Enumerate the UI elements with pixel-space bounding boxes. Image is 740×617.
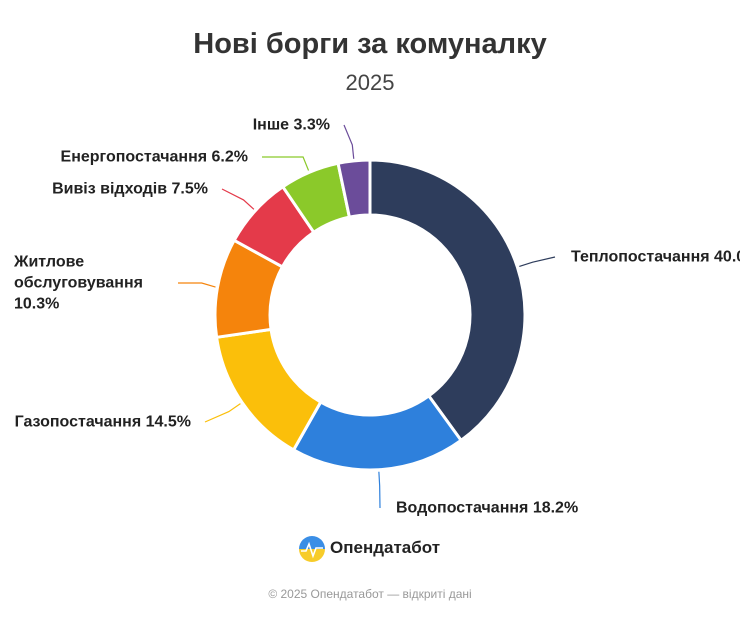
brand-name: Опендатабот xyxy=(330,538,441,557)
data-label: Житлове обслуговування 10.3% xyxy=(14,252,164,315)
donut-slice xyxy=(368,158,527,442)
donut-slice xyxy=(215,327,323,452)
brand-logo-pulse xyxy=(301,541,323,559)
data-label: Енергопостачання 6.2% xyxy=(61,147,248,168)
label-text: 6.2% xyxy=(211,148,248,166)
leader-line xyxy=(221,188,255,210)
label-text: 40.0% xyxy=(714,248,740,266)
leader-line xyxy=(262,156,310,171)
brand-logo xyxy=(299,536,325,562)
label-text: 7.5% xyxy=(171,180,208,198)
leader-line xyxy=(378,471,381,509)
label-text: 10.3% xyxy=(14,295,60,313)
label-text: 3.3% xyxy=(293,116,330,134)
donut-slice xyxy=(336,158,372,219)
label-text: 18.2% xyxy=(532,499,579,517)
label-text: Енергопостачання xyxy=(60,148,208,166)
data-label: Інше 3.3% xyxy=(253,115,330,136)
label-text: Теплопостачання xyxy=(571,248,710,266)
leader-line xyxy=(204,403,241,423)
label-text: 14.5% xyxy=(145,413,191,431)
data-label: Вивіз відходів 7.5% xyxy=(52,179,208,200)
leader-line xyxy=(178,282,216,288)
data-label: Водопостачання 18.2% xyxy=(396,498,578,519)
footer: © 2025 Опендатабот — відкриті дані xyxy=(268,587,472,601)
label-text: Вивіз відходів xyxy=(52,180,168,198)
label-text: Житлове обслуговування xyxy=(14,253,143,292)
label-text: Водопостачання xyxy=(396,499,529,517)
data-label: Теплопостачання 40.0% xyxy=(571,247,740,268)
leader-line xyxy=(519,256,556,268)
label-text: Інше xyxy=(252,116,290,134)
data-label: Газопостачання 14.5% xyxy=(15,412,191,433)
label-text: Газопостачання xyxy=(14,413,142,431)
chart-title: Нові борги за комуналку xyxy=(193,28,547,60)
leader-line xyxy=(343,124,355,159)
chart-subtitle: 2025 xyxy=(345,70,395,95)
